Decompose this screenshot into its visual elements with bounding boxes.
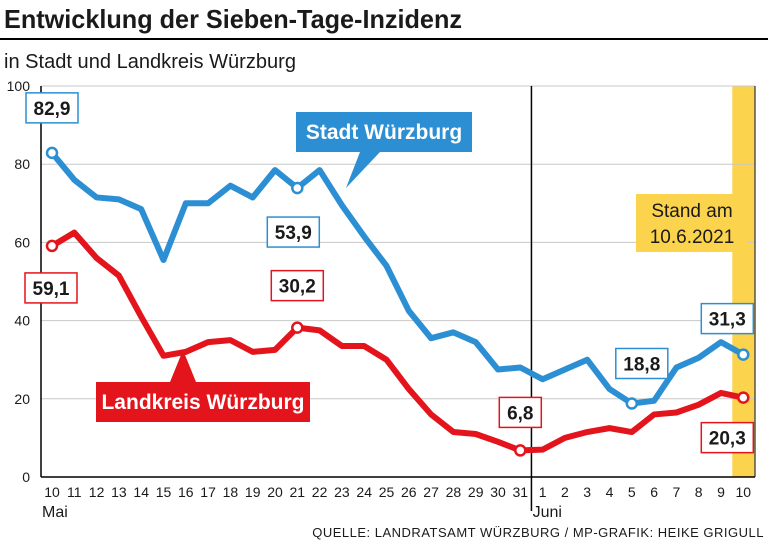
x-tick-label: 23: [334, 484, 350, 500]
marker-1-0: [45, 239, 59, 253]
x-tick-label: 19: [245, 484, 261, 500]
series-line-1: [49, 229, 747, 454]
value-label: 20,3: [709, 429, 746, 450]
highlight-column: [732, 86, 755, 477]
x-tick-label: 30: [490, 484, 506, 500]
x-tick-label: 2: [561, 484, 569, 500]
value-label: 6,8: [507, 403, 533, 424]
marker-1-31: [737, 391, 750, 404]
x-tick-label: 9: [717, 484, 725, 500]
stand-label-line2: 10.6.2021: [650, 227, 735, 248]
value-box-1-31: [700, 421, 755, 454]
value-box-1-21: [498, 396, 543, 429]
value-label: 31,3: [709, 310, 746, 331]
x-tick-label: 3: [583, 484, 591, 500]
x-tick-label: 8: [695, 484, 703, 500]
value-label: 53,9: [275, 223, 312, 244]
marker-0-26: [625, 397, 639, 410]
stadt-callout-pointer: [346, 152, 380, 188]
marker-0-11: [291, 181, 304, 195]
landkreis-callout-box: [96, 382, 310, 422]
x-tick-label: 27: [423, 484, 439, 500]
x-tick-label: 24: [356, 484, 372, 500]
x-tick-label: 10: [736, 484, 752, 500]
value-label: 82,9: [34, 99, 71, 120]
x-tick-label: 13: [111, 484, 127, 500]
value-box-1-0: [24, 272, 78, 304]
landkreis-callout-pointer: [170, 350, 196, 382]
landkreis-series-name: Landkreis Würzburg: [101, 391, 304, 414]
marker-0-0: [45, 146, 59, 160]
stadt-series-name: Stadt Würzburg: [306, 121, 462, 144]
chart-title: Entwicklung der Sieben-Tage-Inzidenz: [4, 4, 462, 34]
stand-label-box: [636, 194, 748, 252]
month-label: Mai: [42, 504, 68, 521]
y-tick-label: 0: [22, 469, 30, 485]
x-tick-label: 18: [223, 484, 239, 500]
value-label: 59,1: [33, 279, 70, 300]
x-tick-label: 11: [67, 484, 82, 500]
x-tick-label: 29: [468, 484, 484, 500]
x-tick-label: 4: [606, 484, 614, 500]
chart-subtitle: in Stadt und Landkreis Würzburg: [4, 51, 296, 73]
value-label: 18,8: [623, 354, 660, 375]
x-tick-label: 14: [133, 484, 149, 500]
x-tick-label: 16: [178, 484, 194, 500]
y-tick-label: 100: [7, 78, 31, 94]
value-box-1-11: [270, 269, 325, 302]
month-label: Juni: [533, 504, 562, 521]
x-tick-label: 12: [89, 484, 105, 500]
y-tick-label: 20: [14, 391, 30, 407]
marker-1-11: [291, 321, 304, 334]
x-tick-label: 21: [290, 484, 306, 500]
x-tick-label: 25: [379, 484, 395, 500]
x-tick-label: 1: [539, 484, 547, 500]
x-tick-label: 28: [446, 484, 462, 500]
x-tick-label: 17: [200, 484, 216, 500]
y-tick-label: 80: [14, 156, 30, 172]
value-label: 30,2: [279, 277, 316, 298]
x-tick-label: 6: [650, 484, 658, 500]
x-tick-label: 31: [513, 484, 529, 500]
x-tick-label: 20: [267, 484, 283, 500]
source-note: QUELLE: LANDRATSAMT WÜRZBURG / MP-GRAFIK…: [312, 525, 764, 540]
marker-1-21: [514, 444, 527, 457]
y-tick-label: 40: [14, 313, 30, 329]
x-tick-label: 5: [628, 484, 636, 500]
value-box-0-31: [700, 302, 755, 335]
x-tick-label: 22: [312, 484, 328, 500]
x-tick-label: 15: [156, 484, 172, 500]
x-tick-label: 26: [401, 484, 417, 500]
x-tick-label: 10: [44, 484, 60, 500]
stand-label-line1: Stand am: [651, 201, 732, 222]
value-box-0-11: [266, 216, 321, 248]
x-tick-label: 7: [673, 484, 681, 500]
value-box-0-0: [25, 92, 79, 124]
value-box-0-26: [615, 347, 669, 380]
y-tick-label: 60: [14, 234, 30, 250]
stadt-callout-box: [296, 112, 472, 152]
marker-0-31: [737, 348, 750, 361]
